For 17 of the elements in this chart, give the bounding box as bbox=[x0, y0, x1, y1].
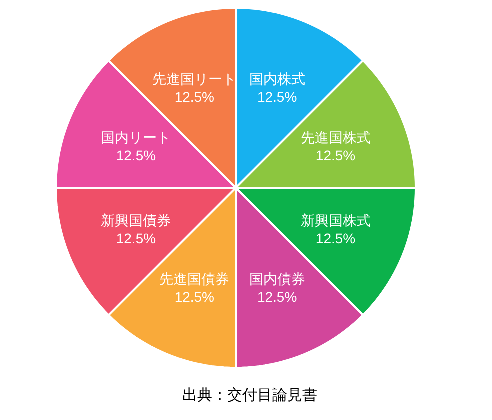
data-label: 12.5% bbox=[116, 230, 156, 246]
slice-label: 先進国リート bbox=[152, 71, 237, 88]
slice-label: 国内債券 bbox=[249, 270, 306, 287]
slice-label: 先進国株式 bbox=[300, 130, 371, 146]
data-label: 12.5% bbox=[316, 230, 356, 246]
slice-label: 国内株式 bbox=[249, 71, 306, 88]
data-label: 12.5% bbox=[174, 288, 215, 305]
data-label: 12.5% bbox=[174, 89, 215, 106]
slice-label: 国内リート bbox=[101, 130, 172, 146]
slice-label: 新興国株式 bbox=[300, 212, 371, 228]
data-label: 12.5% bbox=[257, 89, 298, 106]
slice-label: 先進国債券 bbox=[160, 270, 230, 287]
data-label: 12.5% bbox=[316, 148, 356, 164]
data-label: 12.5% bbox=[116, 148, 156, 164]
data-label: 12.5% bbox=[257, 288, 298, 305]
slice-label: 新興国債券 bbox=[101, 212, 172, 228]
source-note: 出典：交付目論見書 bbox=[182, 387, 318, 404]
